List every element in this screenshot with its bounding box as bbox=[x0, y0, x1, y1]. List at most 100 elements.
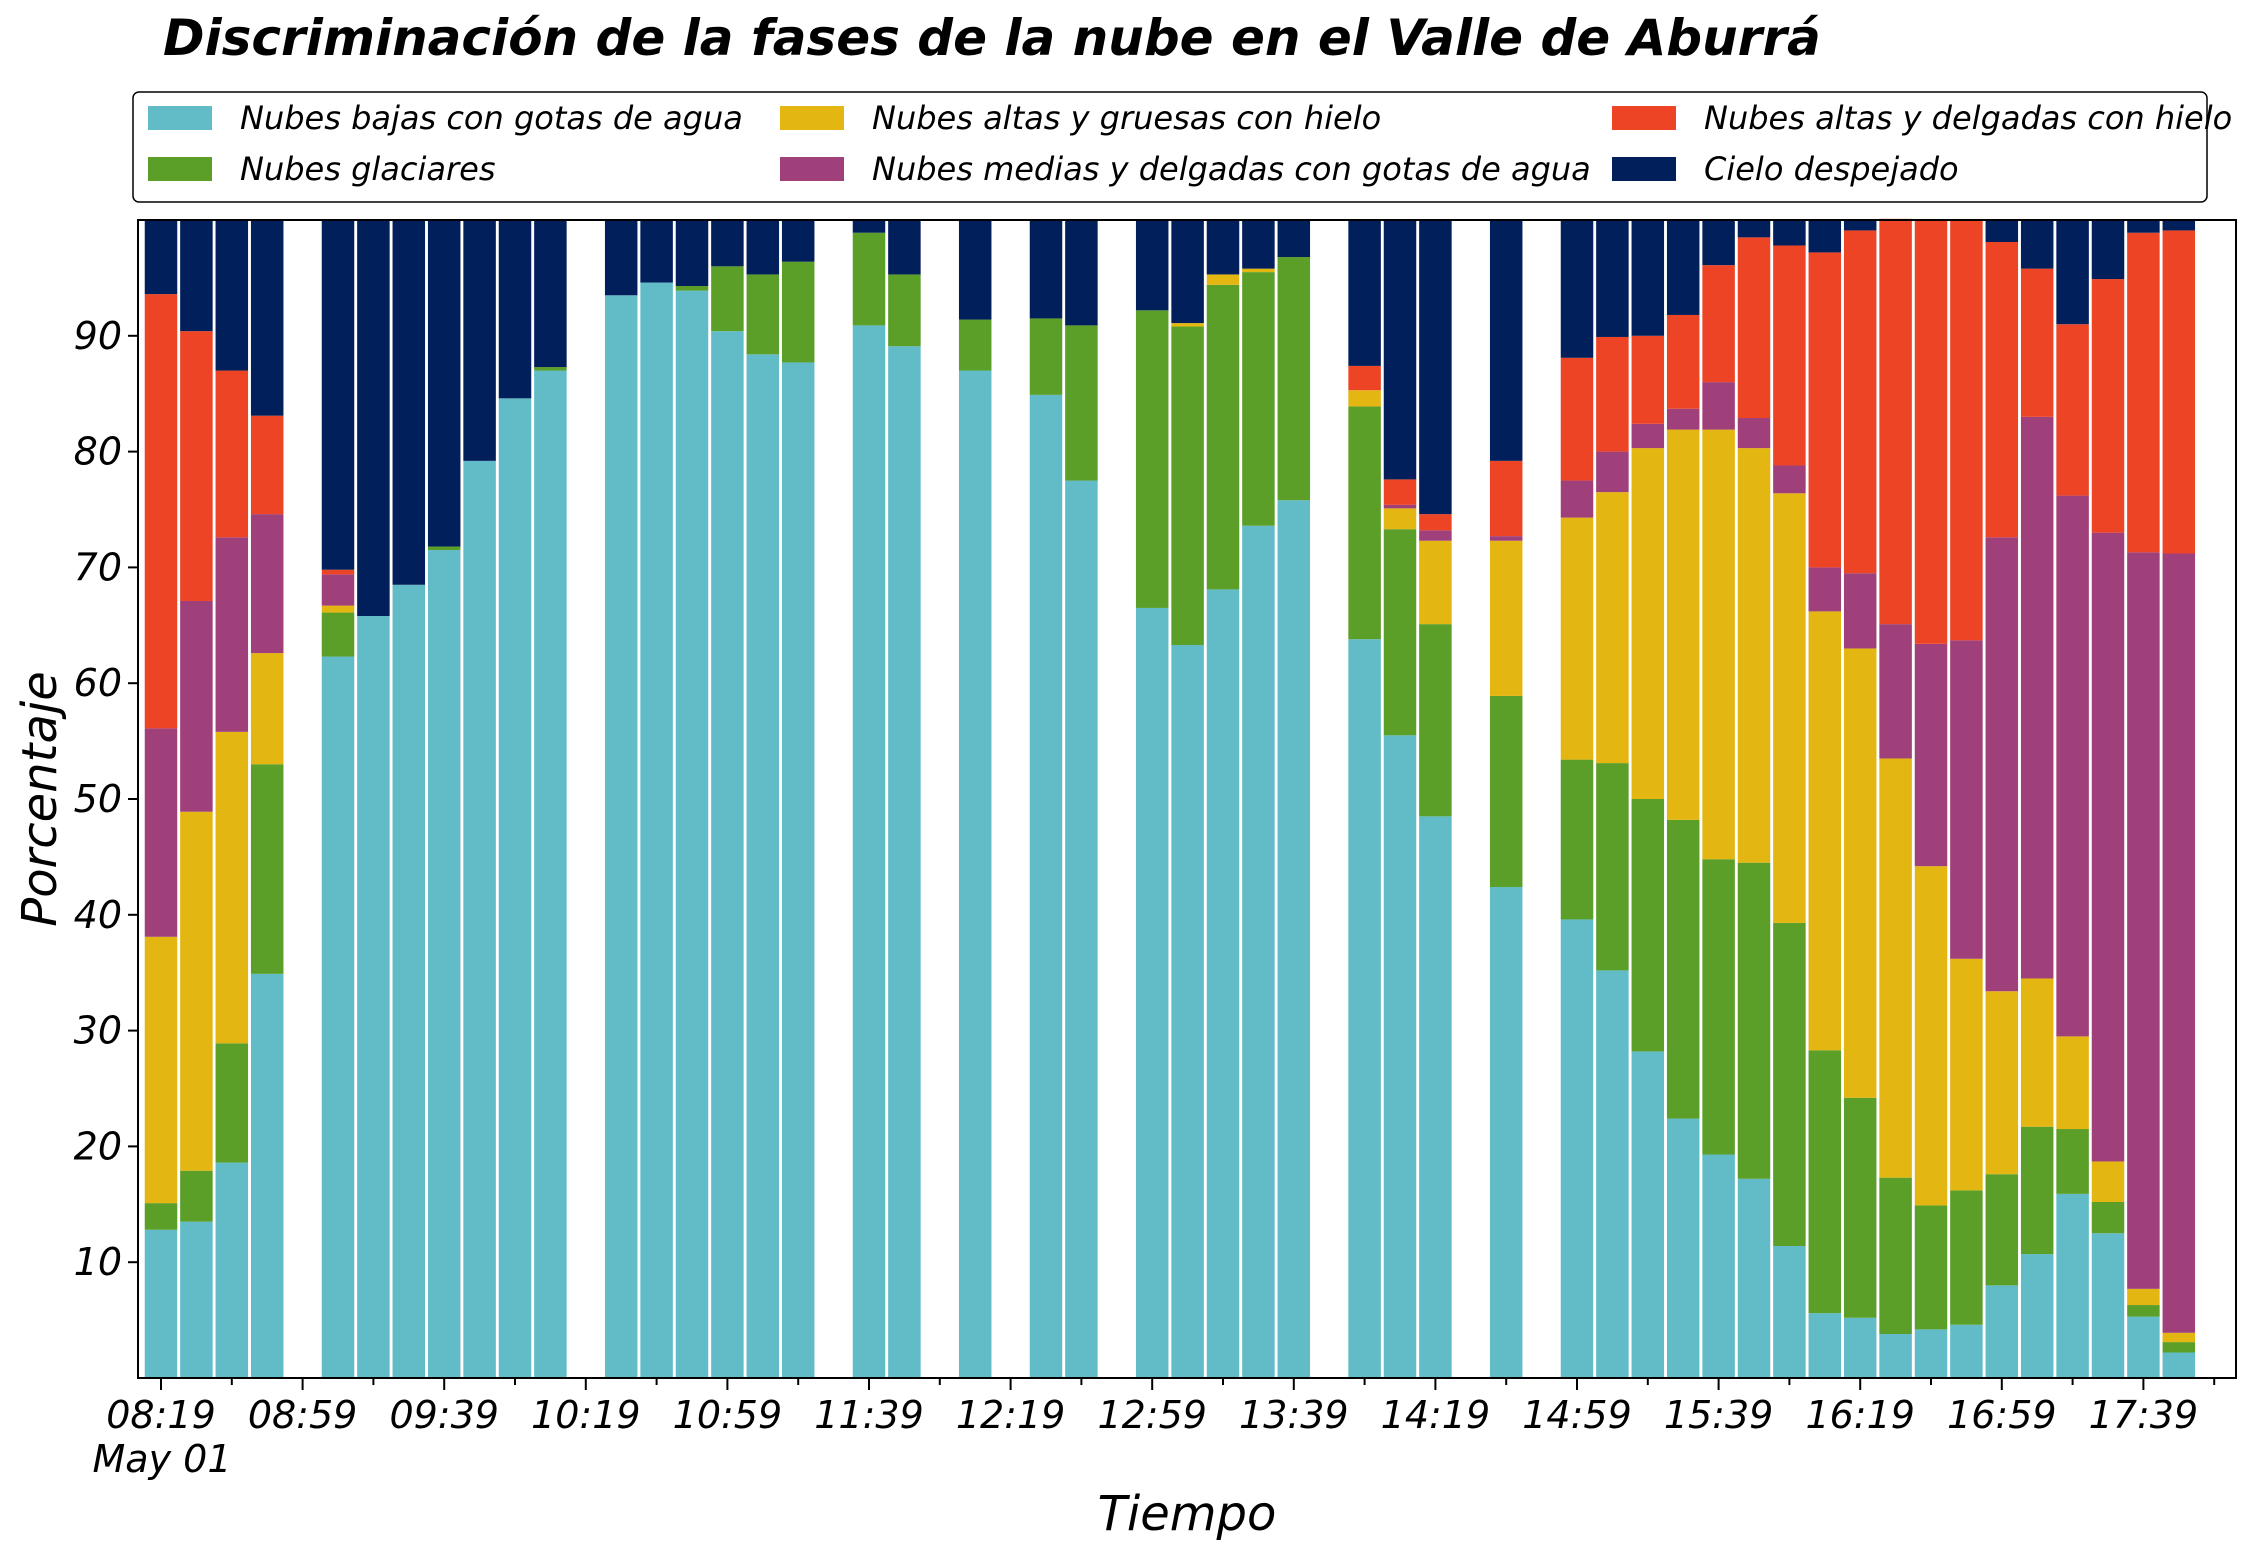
y-tick-label-40: 40 bbox=[74, 893, 122, 937]
bar-segment-25-2 bbox=[1242, 268, 1275, 273]
x-tick-label-10: 14:59 bbox=[1522, 1393, 1632, 1437]
bar-segment-34-5 bbox=[1666, 220, 1700, 315]
bar-segment-10-1 bbox=[534, 367, 567, 371]
bar-segment-31-1 bbox=[1560, 759, 1594, 920]
bar-segment-47-0 bbox=[2127, 1316, 2160, 1378]
x-tick-label-4: 10:59 bbox=[673, 1393, 783, 1437]
bar-segment-48-5 bbox=[2162, 220, 2196, 231]
bar-segment-4-0 bbox=[321, 656, 355, 1378]
bar-segment-47-1 bbox=[2127, 1305, 2160, 1317]
bar-segment-28-2 bbox=[1383, 508, 1417, 530]
bar-segment-12-5 bbox=[640, 220, 673, 283]
bar-segment-18-1 bbox=[888, 274, 921, 347]
bar-segment-10-5 bbox=[534, 220, 567, 368]
bar-segment-35-3 bbox=[1702, 382, 1735, 430]
bar-segment-43-0 bbox=[1985, 1285, 2019, 1378]
bar-segment-26-1 bbox=[1277, 257, 1311, 501]
bar-segment-44-3 bbox=[2020, 416, 2054, 979]
bar-segment-48-2 bbox=[2162, 1332, 2196, 1343]
bar-segment-37-0 bbox=[1773, 1245, 1806, 1378]
bar-segment-37-3 bbox=[1773, 465, 1806, 494]
bar-segment-43-4 bbox=[1985, 242, 2019, 538]
y-tick-label-20: 20 bbox=[74, 1124, 122, 1168]
bar-segment-4-1 bbox=[321, 612, 355, 657]
bar-segment-23-1 bbox=[1171, 326, 1204, 645]
bar-segment-4-4 bbox=[321, 569, 355, 575]
bar-segment-45-5 bbox=[2056, 220, 2089, 325]
bar-segment-17-0 bbox=[852, 325, 886, 1378]
bar-segment-42-2 bbox=[1950, 958, 1983, 1191]
bar-segment-4-3 bbox=[321, 574, 355, 606]
y-tick-label-50: 50 bbox=[74, 777, 122, 821]
bar-segment-6-5 bbox=[392, 220, 426, 585]
bar-segment-4-5 bbox=[321, 220, 355, 570]
bar-segment-11-0 bbox=[604, 295, 638, 1378]
bar-segment-9-0 bbox=[498, 398, 532, 1379]
bar-segment-34-2 bbox=[1666, 429, 1700, 820]
x-tick-label-6: 12:19 bbox=[956, 1393, 1066, 1437]
bar-segment-48-3 bbox=[2162, 553, 2196, 1333]
bar-segment-19-1 bbox=[958, 319, 992, 371]
legend-label-1: Nubes glaciares bbox=[240, 150, 495, 188]
x-axis: 08:19 08:59 09:39 10:19 10:59 11:39 12:19 12:59… bbox=[106, 1378, 2216, 1437]
bar-segment-8-0 bbox=[463, 460, 496, 1378]
bar-segment-41-3 bbox=[1914, 643, 1948, 867]
bar-segment-35-0 bbox=[1702, 1154, 1735, 1378]
bar-segment-43-3 bbox=[1985, 537, 2019, 992]
bar-segment-27-1 bbox=[1348, 406, 1381, 640]
bar-segment-19-5 bbox=[958, 220, 992, 320]
date-label: May 01 bbox=[93, 1437, 232, 1481]
bar-segment-3-5 bbox=[250, 220, 284, 416]
bar-segment-38-1 bbox=[1808, 1050, 1842, 1314]
x-tick-label-1: 08:59 bbox=[248, 1393, 358, 1437]
bar-segment-35-2 bbox=[1702, 429, 1735, 860]
bar-segment-39-5 bbox=[1843, 220, 1877, 231]
x-tick-label-9: 14:19 bbox=[1381, 1393, 1491, 1437]
bar-segment-34-3 bbox=[1666, 408, 1700, 430]
legend-label-5: Cielo despejado bbox=[1704, 150, 1959, 188]
bar-segment-29-1 bbox=[1419, 624, 1452, 817]
bar-segment-28-5 bbox=[1383, 220, 1417, 480]
bar-segment-32-4 bbox=[1596, 336, 1629, 452]
y-tick-label-30: 30 bbox=[74, 1009, 122, 1053]
legend-swatch-1 bbox=[148, 157, 212, 181]
bar-segment-45-4 bbox=[2056, 324, 2089, 496]
bar-segment-22-1 bbox=[1135, 310, 1169, 608]
legend-label-0: Nubes bajas con gotas de agua bbox=[240, 99, 743, 137]
bar-segment-29-2 bbox=[1419, 540, 1452, 625]
bar-segment-46-0 bbox=[2091, 1233, 2125, 1378]
bar-segment-40-3 bbox=[1879, 624, 1912, 759]
legend: Nubes bajas con gotas de agua Nubes glaci… bbox=[132, 91, 2232, 203]
bar-segment-34-0 bbox=[1666, 1118, 1700, 1378]
bar-segment-32-2 bbox=[1596, 492, 1629, 764]
bar-segment-2-1 bbox=[215, 1043, 249, 1163]
bar-segment-38-4 bbox=[1808, 252, 1842, 568]
bar-segment-36-0 bbox=[1737, 1178, 1771, 1378]
bar-segment-47-3 bbox=[2127, 552, 2160, 1289]
bar-segment-23-0 bbox=[1171, 644, 1204, 1378]
bar-segment-25-5 bbox=[1242, 220, 1275, 269]
bar-segment-27-0 bbox=[1348, 639, 1381, 1378]
bar-segment-0-0 bbox=[144, 1229, 178, 1378]
bar-segment-31-4 bbox=[1560, 357, 1594, 481]
bar-segment-0-4 bbox=[144, 294, 178, 729]
bar-segment-48-0 bbox=[2162, 1352, 2196, 1378]
bar-segment-2-4 bbox=[215, 370, 249, 538]
bar-segment-7-0 bbox=[427, 550, 461, 1378]
bar-segment-36-1 bbox=[1737, 862, 1771, 1179]
bar-segment-37-4 bbox=[1773, 245, 1806, 466]
bar-segment-16-0 bbox=[781, 362, 815, 1378]
bar-segment-37-5 bbox=[1773, 220, 1806, 246]
bar-segment-44-4 bbox=[2020, 268, 2054, 417]
y-axis-label: Porcentaje bbox=[12, 671, 68, 927]
bar-segment-42-3 bbox=[1950, 640, 1983, 959]
bar-segment-42-0 bbox=[1950, 1324, 1983, 1378]
bar-segment-42-4 bbox=[1950, 220, 1983, 641]
bar-segment-47-5 bbox=[2127, 220, 2160, 233]
y-tick-label-90: 90 bbox=[74, 314, 122, 358]
bar-segment-18-5 bbox=[888, 220, 921, 275]
bar-segment-40-4 bbox=[1879, 218, 1912, 625]
bars-layer bbox=[144, 218, 2196, 1379]
bar-segment-23-2 bbox=[1171, 323, 1204, 327]
bar-segment-15-0 bbox=[746, 354, 780, 1379]
